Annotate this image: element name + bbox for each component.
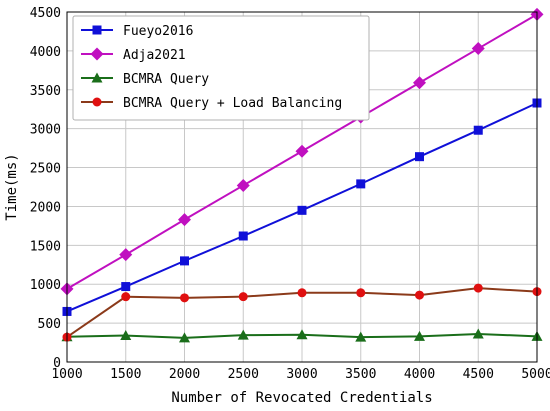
y-tick-label: 2000 xyxy=(30,200,61,215)
data-point xyxy=(471,42,485,56)
y-tick-label: 2500 xyxy=(30,162,61,177)
legend-marker xyxy=(91,72,103,83)
data-point xyxy=(356,288,366,298)
legend-label: Fueyo2016 xyxy=(123,24,193,39)
data-point xyxy=(415,152,424,162)
x-tick-label: 5000 xyxy=(521,367,550,382)
y-tick-label: 3500 xyxy=(30,84,61,99)
x-tick-label: 2500 xyxy=(228,367,259,382)
data-point xyxy=(472,328,484,339)
legend-label: BCMRA Query xyxy=(123,72,209,87)
data-point xyxy=(295,144,309,158)
x-tick-label: 1000 xyxy=(51,367,82,382)
data-point xyxy=(180,256,189,266)
x-tick-label: 2000 xyxy=(169,367,200,382)
x-tick-label: 4500 xyxy=(463,367,494,382)
data-point xyxy=(121,282,131,292)
legend-marker xyxy=(92,25,102,35)
data-point xyxy=(414,330,425,341)
x-tick-label: 3500 xyxy=(345,367,376,382)
data-point xyxy=(355,331,367,342)
data-point xyxy=(473,125,483,135)
data-point xyxy=(415,290,424,300)
y-tick-label: 4000 xyxy=(30,45,61,60)
data-point xyxy=(238,292,248,302)
legend-box xyxy=(72,15,370,121)
x-tick-label: 4000 xyxy=(404,367,435,382)
data-point xyxy=(297,288,307,298)
legend-marker xyxy=(90,47,104,61)
x-tick-label: 1500 xyxy=(110,367,141,382)
data-point xyxy=(297,205,307,215)
data-point xyxy=(356,179,366,189)
data-point xyxy=(473,283,483,293)
y-tick-label: 500 xyxy=(38,317,61,332)
data-point xyxy=(238,231,248,241)
data-point xyxy=(119,248,133,262)
legend: Fueyo2016 Adja2021 BCMRA Query BCMRA Query … xyxy=(72,15,370,121)
data-point xyxy=(178,213,191,227)
plot-frame xyxy=(66,11,538,363)
x-axis-title: Number of Revocated Credentials xyxy=(171,390,432,406)
data-point xyxy=(296,329,308,340)
y-tick-label: 3000 xyxy=(30,123,61,138)
legend-label: BCMRA Query + Load Balancing xyxy=(123,96,342,111)
data-point xyxy=(179,332,190,343)
y-tick-label: 1000 xyxy=(30,278,61,293)
data-point xyxy=(120,330,132,341)
y-tick-label: 1500 xyxy=(30,239,61,254)
axis-ticks: 1000 1500 2000 2500 3000 3500 4000 4500 5000 0 500… xyxy=(30,6,550,382)
legend-marker xyxy=(92,97,102,107)
y-tick-label: 0 xyxy=(53,356,61,371)
data-point xyxy=(237,329,249,340)
data-point xyxy=(180,293,189,303)
legend-label: Adja2021 xyxy=(123,48,186,63)
y-tick-label: 4500 xyxy=(30,6,61,21)
data-point xyxy=(413,76,426,90)
data-point xyxy=(236,178,250,192)
y-axis-title: Time(ms) xyxy=(4,153,20,220)
x-tick-label: 3000 xyxy=(286,367,317,382)
data-point xyxy=(121,292,131,302)
